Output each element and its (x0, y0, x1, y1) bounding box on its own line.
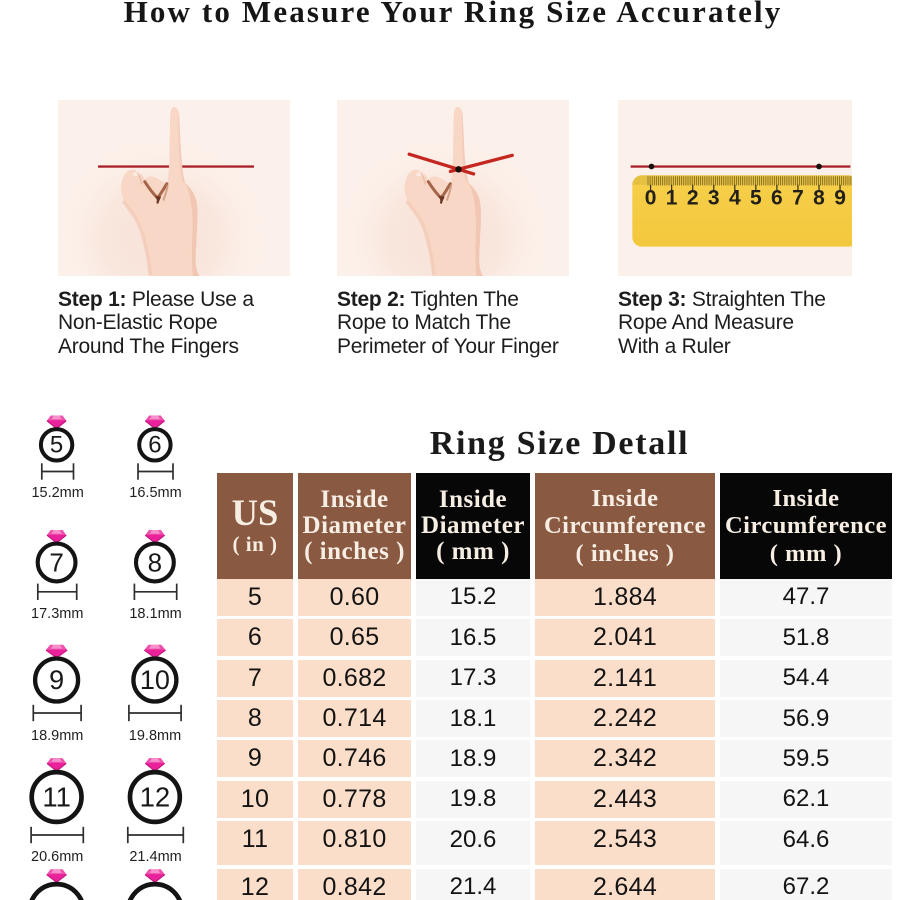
svg-text:7: 7 (49, 548, 63, 578)
svg-text:11: 11 (42, 782, 71, 813)
svg-text:19.8mm: 19.8mm (129, 728, 181, 744)
svg-text:18.1mm: 18.1mm (129, 606, 181, 622)
svg-text:7: 7 (792, 187, 804, 210)
svg-text:2: 2 (687, 187, 699, 210)
svg-text:6: 6 (771, 187, 783, 210)
svg-text:18.9mm: 18.9mm (31, 728, 83, 744)
svg-text:5: 5 (750, 187, 762, 210)
svg-text:12: 12 (140, 782, 171, 813)
svg-text:17.3mm: 17.3mm (31, 606, 83, 622)
svg-text:16.5mm: 16.5mm (129, 485, 181, 501)
svg-text:20.6mm: 20.6mm (31, 849, 83, 865)
svg-text:5: 5 (50, 431, 63, 458)
svg-text:8: 8 (813, 187, 825, 210)
svg-text:21.4mm: 21.4mm (129, 849, 181, 865)
svg-text:0: 0 (645, 187, 657, 210)
svg-text:10: 10 (140, 665, 170, 695)
svg-text:9: 9 (49, 665, 64, 695)
svg-text:4: 4 (729, 187, 741, 210)
svg-text:15.2mm: 15.2mm (31, 485, 83, 501)
svg-text:3: 3 (708, 187, 720, 210)
svg-text:6: 6 (148, 431, 161, 458)
svg-text:1: 1 (666, 187, 678, 210)
svg-text:9: 9 (834, 187, 846, 210)
svg-text:8: 8 (148, 548, 162, 578)
